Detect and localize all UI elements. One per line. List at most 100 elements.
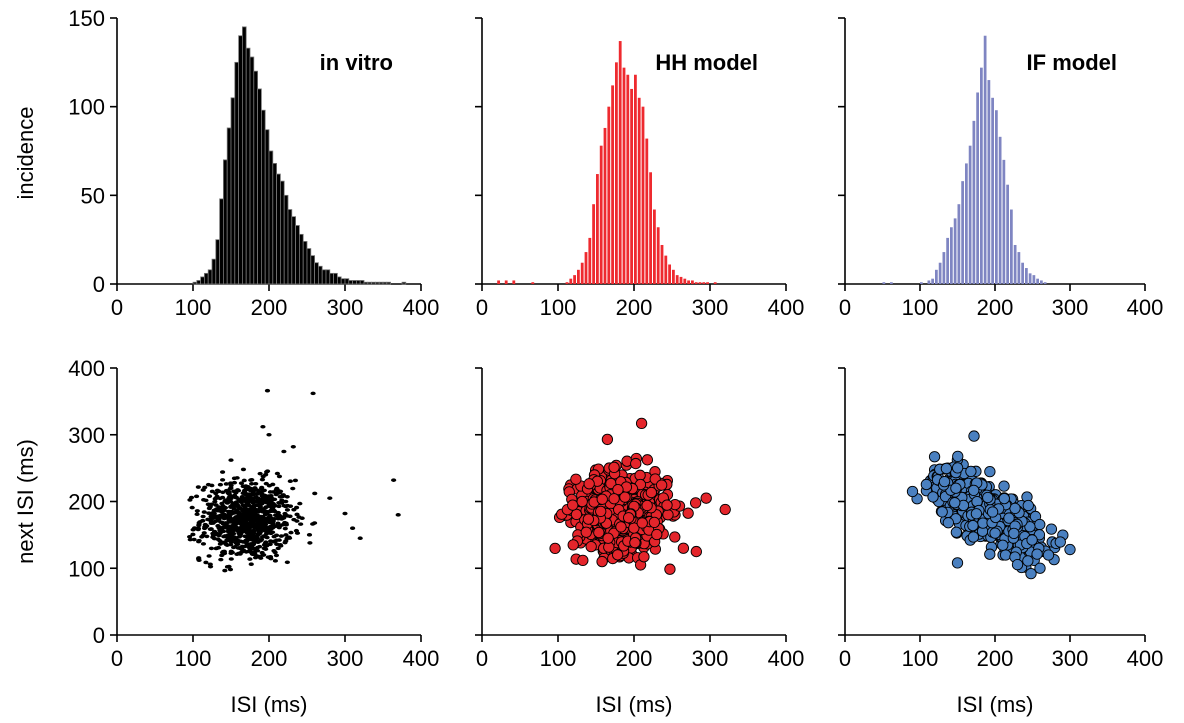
in-vitro-hist-y-tick-label: 0 [93, 272, 105, 297]
in-vitro-scatter-point [228, 551, 234, 556]
if-hist-bar [935, 269, 938, 284]
if-hist-bar [1036, 278, 1039, 284]
if-hist-bar [890, 282, 893, 284]
in-vitro-scatter-point [310, 522, 316, 526]
in-vitro-scatter-point [227, 499, 234, 504]
hh-scatter-point [630, 457, 642, 470]
in-vitro-hist-bar [192, 281, 198, 285]
if-scatter-point [1009, 502, 1021, 515]
in-vitro-scatter-point [263, 505, 269, 510]
in-vitro-scatter-point [251, 504, 257, 508]
in-vitro-scatter-point [194, 512, 200, 517]
in-vitro-scatter-point [246, 493, 252, 497]
in-vitro-scatter-point [250, 528, 256, 533]
in-vitro-scatter-point [228, 532, 234, 537]
hh-scatter-point [682, 507, 694, 519]
in-vitro-hist-bar [196, 280, 202, 285]
in-vitro-hist-bar [317, 265, 323, 285]
in-vitro-scatter-point [288, 530, 294, 535]
in-vitro-scatter-point [239, 518, 245, 523]
in-vitro-scatter-point [256, 544, 263, 549]
in-vitro-scatter-point [222, 541, 228, 545]
if-hist-bar [1032, 275, 1036, 284]
in-vitro-scatter-point [299, 516, 305, 521]
hh-hist-bar [649, 172, 652, 284]
in-vitro-scatter-point [279, 501, 285, 505]
in-vitro-hist-x-tick-label: 200 [251, 295, 288, 320]
in-vitro-scatter-point [195, 485, 201, 489]
if-scatter-point [936, 506, 948, 518]
in-vitro-scatter-point [263, 540, 269, 545]
hh-scatter-x-tick-label: 0 [476, 646, 488, 671]
in-vitro-hist-x-tick-label: 100 [175, 295, 212, 320]
in-vitro-scatter-point [190, 527, 196, 532]
hh-hist-bar [584, 252, 588, 284]
in-vitro-scatter-point [237, 531, 243, 535]
in-vitro-scatter-point [261, 534, 267, 538]
if-hist-bar [1040, 280, 1043, 284]
in-vitro-scatter-point [272, 550, 278, 555]
if-scatter-point [999, 549, 1012, 561]
in-vitro-scatter-point [232, 510, 238, 515]
in-vitro-hist-bar [325, 269, 331, 285]
if-scatter-x-tick-label: 0 [839, 646, 851, 671]
in-vitro-scatter-point [247, 533, 254, 538]
hh-scatter-point [567, 499, 579, 511]
in-vitro-hist-bar [340, 278, 346, 285]
in-vitro-scatter-point [240, 467, 247, 472]
in-vitro-hist-bar [382, 281, 388, 285]
in-vitro-scatter-point [287, 479, 293, 484]
in-vitro-hist-bar [222, 159, 228, 285]
in-vitro-scatter-point [203, 560, 209, 565]
in-vitro-scatter-point [247, 557, 253, 561]
hh-scatter-point [570, 473, 582, 485]
in-vitro-hist-bar [378, 281, 384, 285]
in-vitro-scatter-point [275, 546, 281, 551]
if-hist-title: IF model [1027, 50, 1117, 75]
in-vitro-scatter-point [261, 519, 268, 524]
in-vitro-scatter-point [283, 504, 289, 509]
in-vitro-scatter-point [239, 495, 245, 499]
in-vitro-hist-bar [279, 180, 285, 285]
hh-hist-bar [706, 282, 709, 284]
if-scatter-point [920, 478, 933, 491]
in-vitro-hist-bar [295, 225, 300, 285]
in-vitro-scatter-point [210, 516, 216, 521]
in-vitro-scatter-point [227, 567, 234, 572]
hh-hist-bar [691, 280, 694, 284]
in-vitro-scatter-point [242, 491, 248, 495]
if-hist-bar [938, 262, 942, 284]
in-vitro-hist-bar [371, 281, 376, 285]
in-vitro-scatter-point [196, 539, 202, 544]
hh-scatter-point [689, 497, 702, 509]
in-vitro-scatter-point [211, 529, 218, 534]
in-vitro-scatter-y-tick-label: 400 [68, 356, 105, 381]
in-vitro-hist-y-tick-label: 100 [68, 95, 105, 120]
in-vitro-scatter-point [270, 490, 277, 494]
hh-hist-bar [672, 269, 675, 284]
in-vitro-scatter-point [220, 478, 226, 482]
hh-scatter-point [690, 545, 702, 558]
hh-hist-bar [577, 269, 580, 284]
in-vitro-scatter-point [267, 555, 274, 559]
if-hist-bar [961, 181, 964, 284]
in-vitro-scatter-point [225, 489, 232, 494]
in-vitro-scatter-point [357, 536, 363, 541]
if-hist-bar [927, 280, 931, 284]
if-hist-bar [1025, 268, 1028, 284]
hh-hist-x-tick-label: 100 [540, 295, 577, 320]
if-hist-bar [968, 145, 972, 284]
in-vitro-scatter-point [284, 494, 290, 499]
in-vitro-hist-bar [283, 194, 289, 285]
in-vitro-scatter-y-tick-label: 0 [93, 623, 105, 648]
hh-hist-bar [687, 280, 690, 284]
in-vitro-scatter-point [306, 533, 313, 537]
if-hist-bar [931, 278, 934, 284]
in-vitro-scatter-point [263, 547, 269, 551]
hh-scatter-point [661, 499, 673, 511]
in-vitro-scatter-point [240, 503, 246, 507]
in-vitro-scatter-x-label: ISI (ms) [231, 692, 308, 717]
hh-scatter-x-tick-label: 100 [540, 646, 577, 671]
in-vitro-scatter-point [251, 550, 257, 555]
in-vitro-scatter-point [258, 537, 265, 542]
